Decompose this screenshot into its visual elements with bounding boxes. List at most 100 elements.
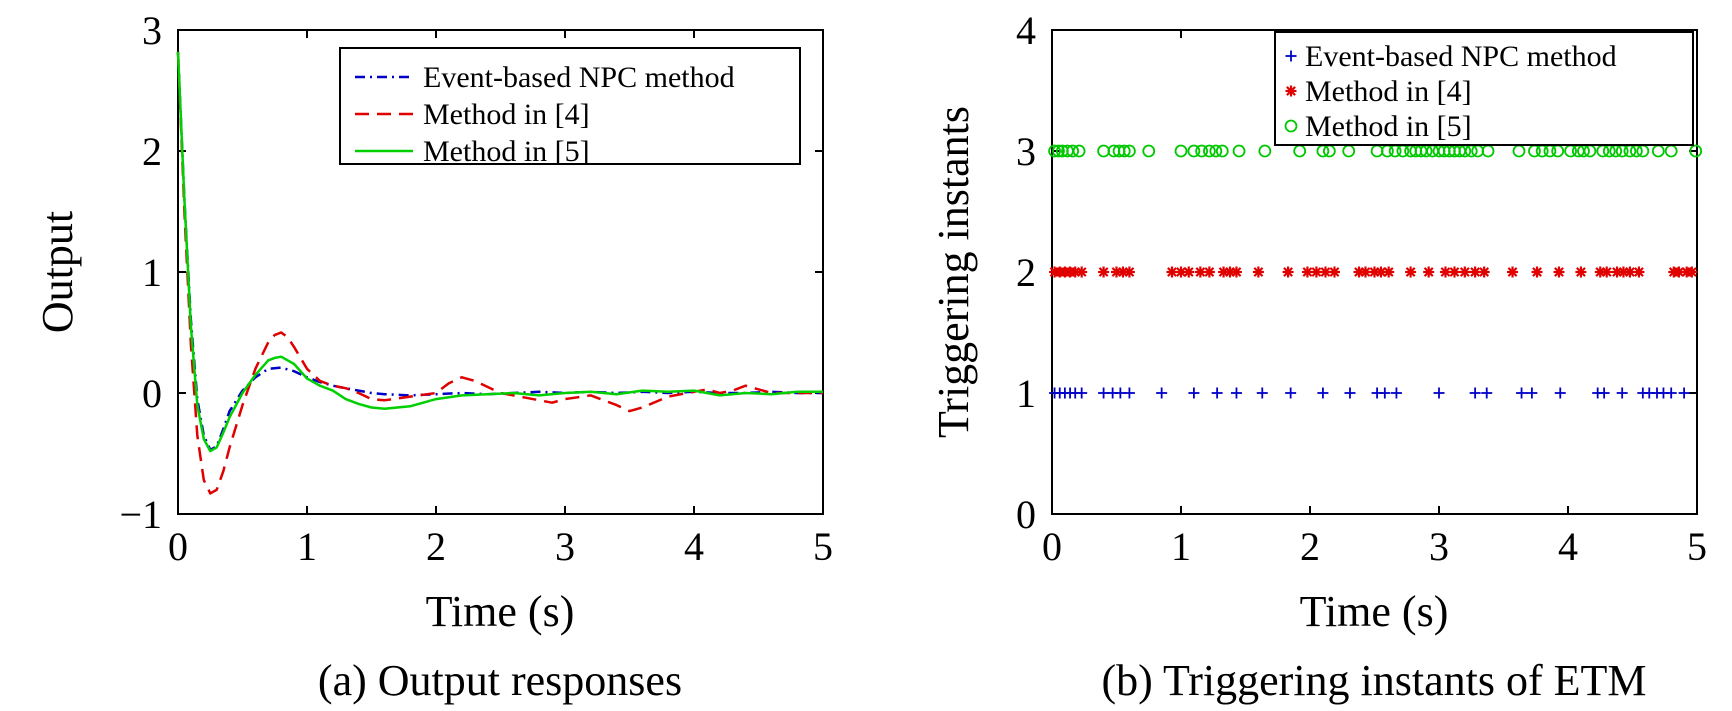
x-tick-label: 0: [168, 524, 188, 569]
data-point: [1230, 387, 1242, 399]
legend-entry-label: Method in [4]: [423, 98, 590, 131]
data-point: [1209, 144, 1223, 158]
legend-a: Event-based NPC method Method in [4] Metho…: [339, 47, 801, 168]
data-point: [1187, 144, 1201, 158]
x-axis-title-b: Time (s): [1300, 587, 1449, 636]
x-tick-label: 2: [1300, 524, 1320, 569]
series-a: [176, 51, 823, 495]
y-tick-label: 1: [142, 250, 162, 295]
y-axis-title-b: Triggering instants: [929, 106, 978, 438]
data-point: [1072, 144, 1086, 158]
data-point: [1258, 144, 1272, 158]
caption-a: (a) Output responses: [318, 656, 682, 705]
data-point: [1516, 387, 1528, 399]
data-point: [1117, 144, 1131, 158]
data-point: [1052, 144, 1065, 158]
data-point: [1678, 387, 1690, 399]
data-point: [1215, 144, 1229, 158]
data-point: [1195, 144, 1209, 158]
data-point: [1048, 144, 1061, 158]
data-point: [1123, 266, 1135, 278]
y-tick-label: 4: [1016, 8, 1036, 53]
x-axis-title-a: Time (s): [426, 587, 575, 636]
data-point: [1390, 387, 1402, 399]
data-point: [1142, 144, 1156, 158]
data-point: [1433, 387, 1445, 399]
data-point: [1174, 144, 1188, 158]
data-point: [1526, 387, 1538, 399]
data-point: [1183, 266, 1195, 278]
panel-triggering-instants: 0 1 2 3 4 5 0 1 2 3 4 Time (s) Triggering instants…: [929, 8, 1707, 705]
y-tick-label: 3: [1016, 129, 1036, 174]
legend-entry-label: Event-based NPC method: [1305, 40, 1617, 73]
data-point: [1329, 266, 1341, 278]
data-point: [1123, 387, 1135, 399]
data-point: [1553, 266, 1565, 278]
y-tick-label: 1: [1016, 371, 1036, 416]
data-point: [1188, 387, 1200, 399]
data-point: [1166, 266, 1178, 278]
x-tick-label: 1: [297, 524, 317, 569]
ticks-b: 0 1 2 3 4 5 0 1 2 3 4: [1016, 8, 1707, 569]
data-point: [1211, 387, 1223, 399]
data-point: [1202, 144, 1216, 158]
data-point: [1252, 266, 1264, 278]
y-tick-label: 0: [1016, 492, 1036, 537]
x-tick-label: 5: [813, 524, 833, 569]
data-point: [1601, 266, 1613, 278]
data-point: [1459, 266, 1471, 278]
data-point: [1285, 387, 1297, 399]
y-tick-label: 3: [142, 8, 162, 53]
legend-entry-label: Method in [5]: [423, 135, 590, 168]
y-tick-label: 2: [142, 129, 162, 174]
data-point: [1344, 387, 1356, 399]
data-point: [1317, 387, 1329, 399]
data-point: [1507, 266, 1519, 278]
data-point: [1232, 144, 1246, 158]
data-point: [1633, 266, 1645, 278]
x-tick-label: 3: [555, 524, 575, 569]
data-point: [1379, 387, 1391, 399]
data-point: [1156, 387, 1168, 399]
data-point: [1256, 387, 1268, 399]
y-tick-label: −1: [119, 492, 162, 537]
data-point: [1598, 387, 1610, 399]
legend-marker: [1285, 50, 1297, 62]
x-tick-label: 1: [1171, 524, 1191, 569]
x-tick-label: 2: [426, 524, 446, 569]
legend-marker: [1284, 119, 1298, 133]
data-point: [1481, 387, 1493, 399]
data-point: [1076, 266, 1088, 278]
data-point: [1469, 387, 1481, 399]
legend-entry-label: Method in [5]: [1305, 110, 1472, 143]
data-point: [1478, 266, 1490, 278]
data-point: [1575, 266, 1587, 278]
x-tick-label: 3: [1429, 524, 1449, 569]
legend-entry-label: Method in [4]: [1305, 75, 1472, 108]
data-point: [1230, 266, 1242, 278]
legend-box-b: [1274, 31, 1694, 146]
data-point: [1203, 266, 1215, 278]
legend-entry-label: Event-based NPC method: [423, 61, 735, 94]
caption-b: (b) Triggering instants of ETM: [1101, 656, 1646, 705]
data-point: [1554, 387, 1566, 399]
data-point: [1383, 266, 1395, 278]
x-tick-label: 4: [684, 524, 704, 569]
x-tick-label: 4: [1558, 524, 1578, 569]
data-point: [1469, 266, 1481, 278]
data-point: [1076, 387, 1088, 399]
data-point: [1448, 266, 1460, 278]
data-point: [1282, 266, 1294, 278]
data-point: [1665, 387, 1677, 399]
data-point: [1689, 144, 1703, 158]
data-point: [1686, 266, 1698, 278]
y-tick-label: 0: [142, 371, 162, 416]
y-tick-label: 2: [1016, 250, 1036, 295]
data-point: [1616, 387, 1628, 399]
x-tick-label: 0: [1042, 524, 1062, 569]
legend-box-a: [339, 47, 801, 165]
y-axis-title-a: Output: [33, 211, 82, 333]
